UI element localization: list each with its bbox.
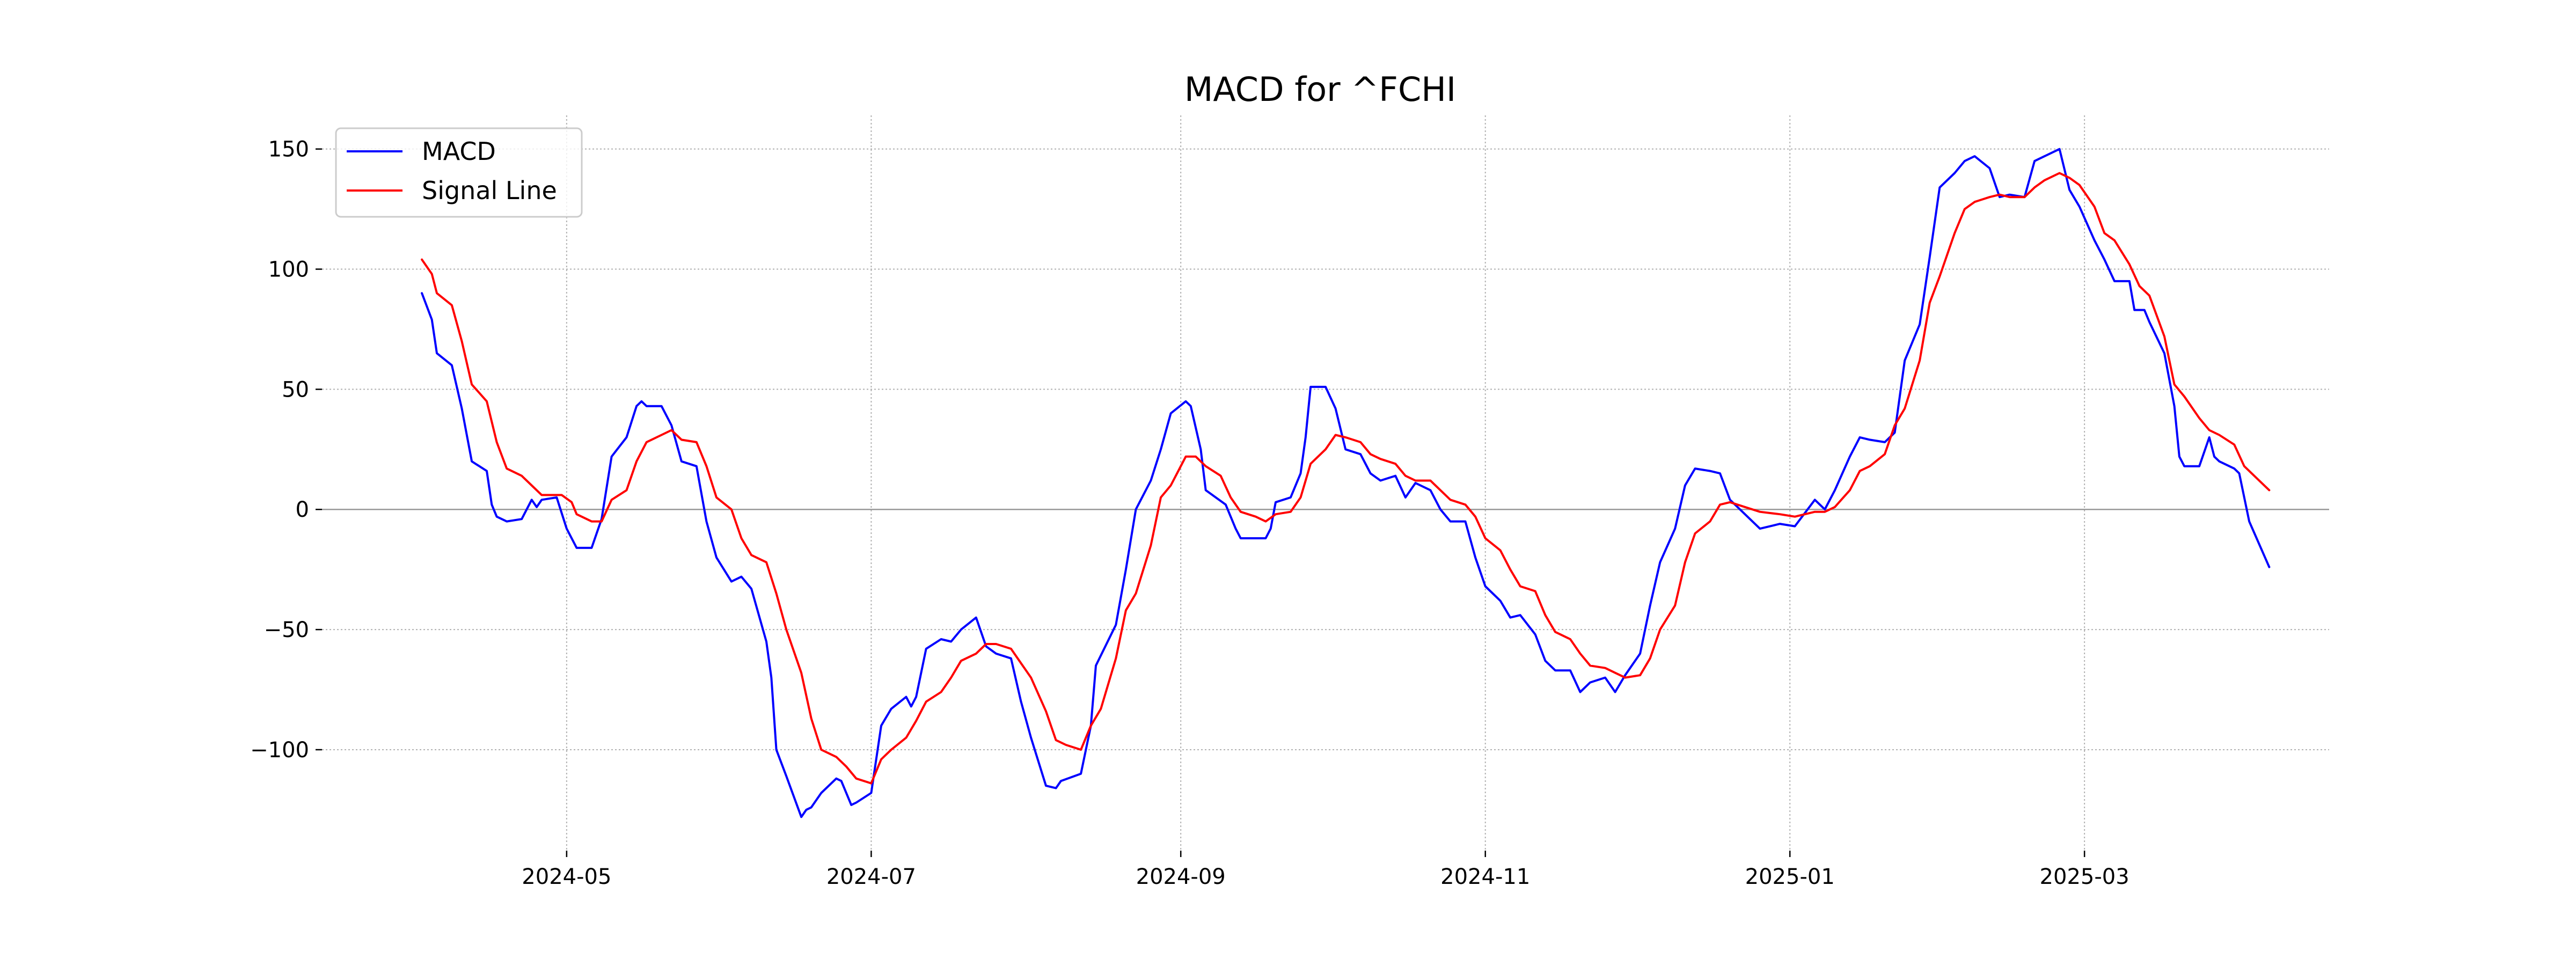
x-tick-label: 2024-05 [522,865,611,889]
x-axis-ticks: 2024-05 2024-07 2024-09 2024-11 2025-01 2025-… [522,851,2129,889]
legend-label-macd: MACD [422,137,496,166]
chart-title: MACD for ^FCHI [1184,70,1456,109]
series-line-signal-line [421,172,2271,785]
x-tick-label: 2024-11 [1440,865,1530,889]
y-tick-label: 100 [268,258,309,282]
y-tick-label: −100 [250,738,309,763]
y-tick-label: 50 [282,377,309,402]
series-line-macd [421,148,2271,818]
y-tick-label: 0 [296,497,309,522]
x-tick-label: 2025-01 [1745,865,1835,889]
y-tick-label: 150 [268,137,309,162]
legend: MACD Signal Line [335,127,583,218]
series-layer [421,148,2271,818]
legend-label-signal-line: Signal Line [422,176,557,205]
x-tick-label: 2024-07 [826,865,916,889]
x-tick-label: 2025-03 [2040,865,2129,889]
y-axis-ticks: 150 100 50 0 −50 −100 [250,137,322,763]
x-tick-label: 2024-09 [1136,865,1226,889]
y-tick-label: −50 [264,618,309,642]
